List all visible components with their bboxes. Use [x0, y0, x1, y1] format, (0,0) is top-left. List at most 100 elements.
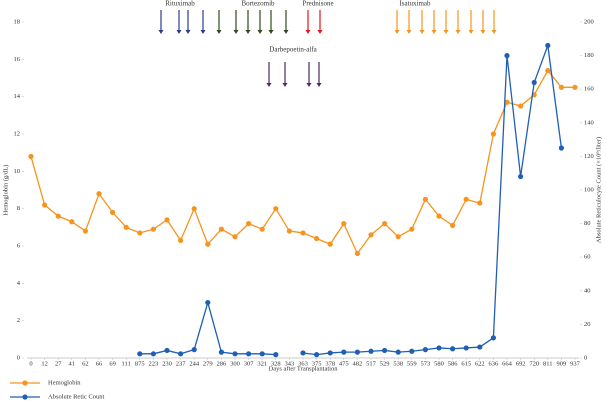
annotation-label: Rituximab [165, 0, 195, 8]
x-tick-label: 286 [217, 360, 228, 367]
y2-tick-label: 160 [584, 86, 594, 93]
data-point [518, 103, 524, 109]
data-point [286, 228, 292, 234]
data-point [477, 344, 483, 350]
x-tick-label: 0 [29, 360, 32, 367]
data-point [205, 299, 211, 306]
data-point [205, 241, 211, 247]
data-point [450, 346, 456, 352]
data-point [545, 42, 551, 49]
y-tick-label: 2 [17, 317, 20, 324]
data-point [28, 153, 34, 159]
data-point [259, 351, 265, 357]
data-point [490, 131, 496, 137]
data-point [327, 350, 333, 356]
y-tick-label: 0 [17, 354, 20, 361]
x-tick-label: 307 [244, 360, 255, 367]
data-point [191, 347, 197, 353]
data-point [246, 351, 252, 357]
y2-tick-label: 180 [584, 52, 594, 59]
data-point [178, 351, 184, 357]
y-tick-label: 6 [17, 242, 21, 249]
data-point [110, 209, 116, 215]
annotation-arrowhead [233, 30, 239, 34]
x-tick-label: 343 [285, 360, 295, 367]
legend-marker [22, 394, 28, 400]
data-point [273, 352, 279, 358]
data-point [436, 213, 442, 219]
y2-tick-label: 40 [584, 287, 591, 294]
x-tick-label: 664 [502, 360, 513, 367]
x-tick-label: 237 [176, 360, 187, 367]
annotation-arrowhead [245, 30, 251, 34]
annotation-arrowhead [306, 83, 312, 87]
x-tick-label: 692 [516, 360, 526, 367]
data-point [300, 230, 306, 236]
x-tick-label: 363 [298, 360, 308, 367]
data-point [273, 206, 279, 212]
data-point [218, 226, 224, 232]
y-tick-label: 16 [14, 56, 21, 63]
x-tick-label: 636 [489, 360, 500, 367]
y2-tick-label: 60 [584, 254, 591, 261]
x-tick-label: 811 [543, 360, 553, 367]
y-axis-label: Hemoglobin (g/dL) [2, 165, 9, 216]
data-point [354, 349, 360, 355]
x-tick-label: 69 [109, 360, 116, 367]
data-point [477, 200, 483, 206]
annotation-arrowhead [480, 30, 486, 34]
data-point [218, 349, 224, 355]
y2-tick-label: 200 [584, 18, 594, 25]
data-point [395, 234, 401, 240]
x-tick-label: 538 [393, 360, 403, 367]
x-tick-label: 482 [353, 360, 363, 367]
data-point [232, 234, 238, 240]
data-point [436, 345, 442, 351]
y-tick-label: 8 [17, 205, 20, 212]
annotation-label: Bortezomib [241, 0, 275, 8]
y2-tick-label: 100 [584, 186, 594, 193]
legend-marker [22, 380, 28, 386]
x-tick-label: 378 [325, 360, 335, 367]
series-line [30, 69, 575, 255]
data-point [164, 217, 170, 223]
data-point [450, 222, 456, 229]
data-point [178, 237, 184, 243]
data-point [490, 335, 496, 341]
data-point [382, 347, 388, 354]
x-tick-label: 12 [41, 360, 48, 367]
annotation-arrowhead [257, 30, 263, 34]
annotation-arrowhead [468, 30, 474, 34]
data-point [395, 349, 401, 355]
annotation-arrowhead [266, 83, 272, 87]
annotation-arrowhead [268, 30, 274, 34]
data-point [463, 196, 469, 202]
x-tick-label: 321 [257, 360, 267, 367]
y-tick-label: 4 [17, 280, 21, 287]
x-tick-label: 529 [380, 360, 390, 367]
y-tick-label: 10 [14, 168, 21, 175]
x-tick-label: 615 [461, 360, 471, 367]
data-point [558, 84, 565, 90]
data-point [422, 347, 428, 353]
data-point [123, 224, 129, 230]
x-tick-label: 230 [162, 360, 172, 367]
y-tick-label: 12 [14, 130, 21, 137]
y2-axis-label: Absolute Reticulocyte Count (×10⁹/liter) [595, 137, 602, 243]
x-tick-label: 223 [149, 360, 159, 367]
annotation-arrowhead [200, 30, 206, 34]
x-tick-label: 62 [82, 360, 89, 367]
data-point [300, 350, 306, 356]
annotation-arrowhead [305, 30, 311, 34]
annotation-arrowhead [419, 30, 425, 34]
data-point [368, 348, 374, 354]
data-point [96, 191, 102, 197]
legend-label: Hemoglobin [48, 379, 81, 386]
annotation-arrowhead [406, 30, 412, 34]
data-point [354, 250, 360, 257]
x-tick-label: 622 [475, 360, 485, 367]
x-tick-label: 66 [96, 360, 103, 367]
annotation-arrowhead [282, 83, 288, 87]
data-point [69, 219, 75, 225]
